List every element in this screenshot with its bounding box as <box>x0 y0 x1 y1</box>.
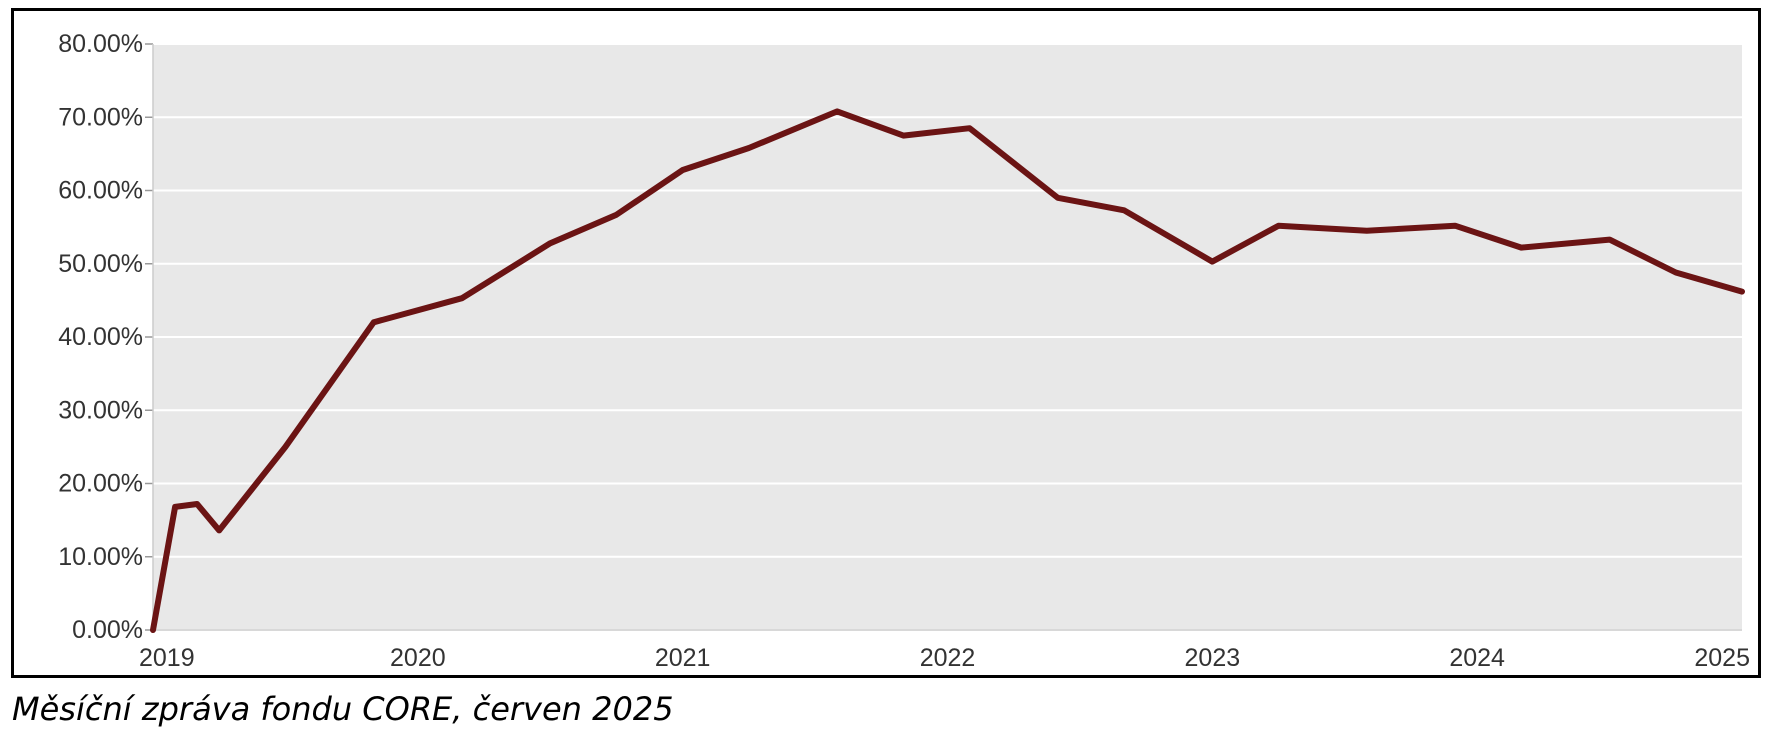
x-tick-label: 2024 <box>1449 644 1505 672</box>
y-tick-label: 50.00% <box>58 250 143 278</box>
chart-caption: Měsíční zpráva fondu CORE, červen 2025 <box>12 690 674 728</box>
y-tick-label: 30.00% <box>58 396 143 424</box>
x-tick-label: 2022 <box>920 644 976 672</box>
y-tick-label: 0.00% <box>72 616 143 644</box>
y-tick-label: 10.00% <box>58 543 143 571</box>
x-tick-label: 2020 <box>390 644 446 672</box>
series-line <box>150 108 1745 633</box>
x-tick-label: 2021 <box>655 644 711 672</box>
x-tick-label: 2025 <box>1694 644 1750 672</box>
chart-frame: 0.00% 10.00% 20.00% 30.00% 40.00% 50.00% 60.00… <box>11 8 1761 678</box>
y-tick-label: 60.00% <box>58 177 143 205</box>
line-chart: 0.00% 10.00% 20.00% 30.00% 40.00% 50.00% 60.00… <box>58 30 1750 672</box>
y-tick-label: 40.00% <box>58 323 143 351</box>
y-tick-label: 70.00% <box>58 103 143 131</box>
x-tick-label: 2019 <box>139 644 195 672</box>
y-tick-label: 80.00% <box>58 30 143 58</box>
y-tick-label: 20.00% <box>58 470 143 498</box>
x-tick-label: 2023 <box>1185 644 1241 672</box>
